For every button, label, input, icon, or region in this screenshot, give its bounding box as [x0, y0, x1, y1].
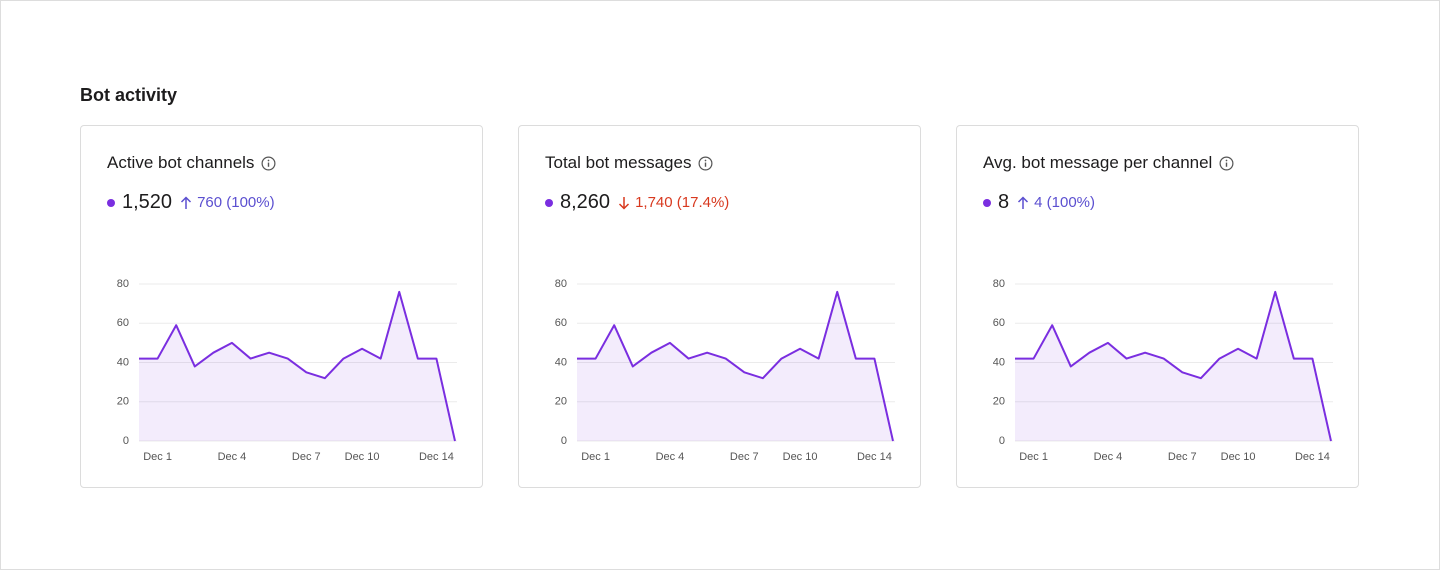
y-tick-label: 80: [993, 278, 1005, 290]
info-dot: [705, 159, 707, 161]
x-tick-label: Dec 4: [656, 451, 685, 463]
y-tick-label: 60: [993, 317, 1005, 329]
summary: 1,520 760 (100%): [107, 191, 275, 214]
x-tick-label: Dec 1: [1019, 451, 1048, 463]
summary: 8,260 1,740 (17.4%): [545, 191, 729, 214]
card: 0 20 40 60 80 Dec 1 Dec 4 Dec 7 Dec 10 Dec 14 Avg.…: [956, 125, 1359, 488]
y-tick-label: 20: [555, 396, 567, 408]
section-title: Bot activity: [80, 85, 178, 105]
card-title: Total bot messages: [545, 153, 713, 173]
x-tick-label: Dec 14: [419, 451, 454, 463]
x-tick-label: Dec 4: [218, 451, 247, 463]
change: 760 (100%): [197, 194, 275, 211]
card-title-text: Avg. bot message per channel: [983, 153, 1213, 172]
summary: 8 4 (100%): [983, 191, 1095, 214]
change: 4 (100%): [1034, 194, 1095, 211]
y-tick-label: 40: [993, 356, 1005, 368]
x-tick-label: Dec 1: [143, 451, 172, 463]
x-tick-label: Dec 7: [292, 451, 321, 463]
y-tick-label: 20: [117, 396, 129, 408]
x-tick-label: Dec 10: [345, 451, 380, 463]
y-tick-label: 60: [555, 317, 567, 329]
card: 0 20 40 60 80 Dec 1 Dec 4 Dec 7 Dec 10 Dec 14 Tota…: [518, 125, 921, 488]
card-title: Active bot channels: [107, 153, 276, 173]
chart: 0 20 40 60 80 Dec 1 Dec 4 Dec 7 Dec 10 Dec 14: [555, 278, 895, 463]
x-tick-label: Dec 4: [1094, 451, 1123, 463]
chart: 0 20 40 60 80 Dec 1 Dec 4 Dec 7 Dec 10 Dec 14: [117, 278, 457, 463]
info-circle: [698, 156, 713, 170]
trend-arrow: [619, 196, 630, 210]
change: 1,740 (17.4%): [635, 194, 730, 211]
x-tick-label: Dec 14: [1295, 451, 1330, 463]
info-icon: [261, 156, 276, 170]
card: 0 20 40 60 80 Dec 1 Dec 4 Dec 7 Dec 10 Dec 14 Acti…: [80, 125, 483, 488]
y-tick-label: 60: [117, 317, 129, 329]
y-tick-label: 0: [123, 435, 129, 447]
y-tick-label: 80: [117, 278, 129, 290]
summary-value: 8: [998, 191, 1010, 213]
summary-value: 1,520: [122, 191, 173, 213]
info-icon: [698, 156, 713, 170]
info-icon: [1219, 156, 1234, 170]
line: [139, 290, 456, 442]
card-title-text: Active bot channels: [107, 153, 255, 172]
x-tick-label: Dec 14: [857, 451, 892, 463]
info-circle: [261, 156, 276, 170]
x-tick-label: Dec 10: [1221, 451, 1256, 463]
arrow: [181, 195, 192, 209]
info-dot: [268, 159, 270, 161]
line: [577, 290, 894, 442]
x-tick-label: Dec 7: [730, 451, 759, 463]
y-tick-label: 40: [117, 356, 129, 368]
y-tick-label: 0: [561, 435, 567, 447]
summary-value: 8,260: [560, 191, 611, 213]
y-tick-label: 20: [993, 396, 1005, 408]
cards: 0 20 40 60 80 Dec 1 Dec 4 Dec 7 Dec 10 Dec 14 Acti…: [80, 125, 1359, 488]
legend-dot: [107, 198, 115, 207]
y-tick-label: 40: [555, 356, 567, 368]
info-circle: [1219, 156, 1234, 170]
trend-arrow: [181, 195, 192, 209]
arrow: [619, 196, 630, 210]
y-tick-label: 0: [999, 435, 1005, 447]
legend-dot: [545, 198, 553, 207]
x-tick-label: Dec 1: [581, 451, 610, 463]
info-dot: [1226, 159, 1228, 161]
card-title-text: Total bot messages: [545, 153, 692, 172]
y-tick-label: 80: [555, 278, 567, 290]
line: [1015, 290, 1332, 442]
trend-arrow: [1018, 195, 1029, 209]
x-tick-label: Dec 10: [783, 451, 818, 463]
arrow: [1018, 195, 1029, 209]
legend-dot: [983, 198, 991, 207]
chart: 0 20 40 60 80 Dec 1 Dec 4 Dec 7 Dec 10 Dec 14: [993, 278, 1333, 463]
card-title: Avg. bot message per channel: [983, 153, 1234, 173]
x-tick-label: Dec 7: [1168, 451, 1197, 463]
